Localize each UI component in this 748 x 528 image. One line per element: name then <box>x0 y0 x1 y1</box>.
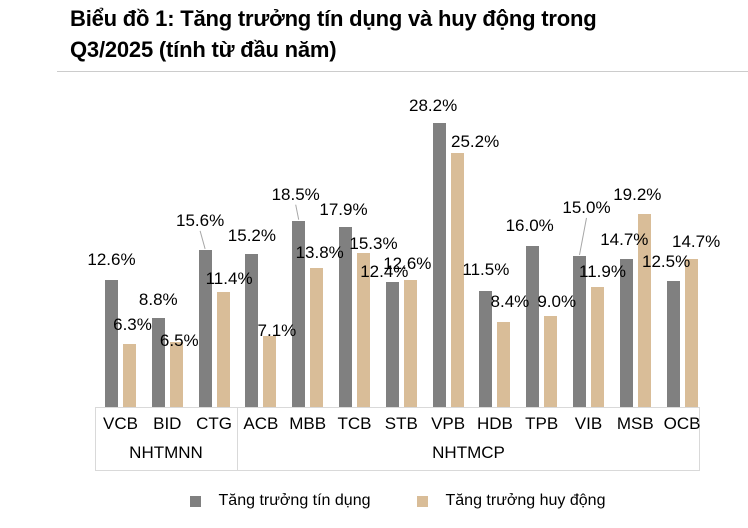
value-label-deposit-ocb: 14.7% <box>671 231 721 251</box>
bar-deposit-vib <box>591 287 604 407</box>
value-label-credit-ocb: 12.5% <box>641 252 691 272</box>
x-axis-group-label-nhtmnn: NHTMNN <box>129 443 203 462</box>
x-axis-category-label-tcb: TCB <box>337 414 372 433</box>
bar-deposit-vpb <box>450 153 464 407</box>
x-axis-category-label-mbb: MBB <box>289 414 327 433</box>
legend-label-credit: Tăng trưởng tín dụng <box>218 492 371 509</box>
value-label-deposit-vib: 11.9% <box>579 262 626 282</box>
value-label-credit-vib: 15.0% <box>562 197 611 217</box>
bar-deposit-ctg <box>216 292 230 407</box>
bar-credit-bid <box>151 318 165 407</box>
legend-label-deposit: Tăng trưởng huy động <box>445 492 606 509</box>
bar-credit-vcb <box>105 280 118 407</box>
chart-title: Biểu đồ 1: Tăng trưởng tín dụng và huy đ… <box>70 3 730 65</box>
value-label-deposit-tpb: 9.0% <box>537 292 577 312</box>
bar-credit-stb <box>385 282 399 407</box>
value-label-deposit-mbb: 13.8% <box>295 243 344 263</box>
value-label-credit-tcb: 17.9% <box>319 199 368 219</box>
bar-credit-tpb <box>526 245 540 407</box>
value-label-deposit-acb: 7.1% <box>257 320 297 340</box>
value-label-credit-msb: 14.7% <box>600 229 649 249</box>
bar-credit-mbb <box>292 220 306 407</box>
bar-deposit-hdb <box>497 322 511 407</box>
bar-credit-msb <box>619 258 633 407</box>
leader-line <box>579 217 587 256</box>
bar-deposit-acb <box>263 335 277 407</box>
bar-credit-ctg <box>198 249 212 407</box>
chart-title-line1: Biểu đồ 1: Tăng trưởng tín dụng và huy đ… <box>70 6 597 31</box>
x-axis-category-label-hdb: HDB <box>476 414 513 433</box>
bar-credit-vib <box>573 255 586 407</box>
x-axis-category-label-stb: STB <box>384 414 418 433</box>
x-axis-group-divider <box>237 407 238 471</box>
bar-deposit-vcb <box>123 343 136 407</box>
x-axis-group-label-nhtmcp: NHTMCP <box>432 443 505 462</box>
legend-item-credit: Tăng trưởng tín dụng <box>189 492 371 510</box>
x-axis-category-label-vcb: VCB <box>103 414 138 433</box>
leader-line <box>199 230 206 250</box>
value-label-credit-ctg: 15.6% <box>175 210 225 230</box>
bar-deposit-msb <box>637 213 651 407</box>
bar-deposit-ocb <box>684 258 698 407</box>
bar-credit-hdb <box>479 291 493 407</box>
value-label-deposit-stb: 12.6% <box>383 254 432 274</box>
value-label-credit-acb: 15.2% <box>227 225 276 245</box>
x-axis-category-label-acb: ACB <box>243 414 279 433</box>
value-label-deposit-bid: 6.5% <box>159 330 199 350</box>
deposit-series-swatch <box>416 495 428 507</box>
bar-deposit-stb <box>403 280 417 407</box>
bar-credit-tcb <box>339 226 352 407</box>
value-label-deposit-vpb: 25.2% <box>450 132 500 152</box>
value-label-credit-hdb: 11.5% <box>462 260 510 280</box>
value-label-deposit-hdb: 8.4% <box>490 292 530 312</box>
value-label-credit-tpb: 16.0% <box>505 215 554 235</box>
bar-credit-acb <box>245 253 259 407</box>
bar-credit-vpb <box>432 123 446 407</box>
bar-deposit-mbb <box>310 268 324 407</box>
value-label-credit-mbb: 18.5% <box>271 184 320 204</box>
value-label-deposit-tcb: 15.3% <box>349 233 398 253</box>
value-label-credit-vcb: 12.6% <box>87 250 136 270</box>
leader-line <box>295 204 300 220</box>
x-axis-category-label-tpb: TPB <box>525 414 559 433</box>
value-label-credit-stb: 12.4% <box>360 262 409 282</box>
bar-deposit-tcb <box>357 252 370 407</box>
value-label-credit-bid: 8.8% <box>138 290 178 310</box>
value-label-deposit-ctg: 11.4% <box>205 269 253 289</box>
x-axis-category-label-ctg: CTG <box>196 414 233 433</box>
legend: Tăng trưởng tín dụng Tăng trưởng huy độn… <box>95 492 700 510</box>
x-axis-box <box>95 407 700 471</box>
legend-item-deposit: Tăng trưởng huy động <box>416 492 606 510</box>
title-divider <box>57 71 748 72</box>
bar-credit-ocb <box>666 281 680 407</box>
bar-deposit-tpb <box>544 316 558 407</box>
chart-title-line2: Q3/2025 (tính từ đầu năm) <box>70 37 337 62</box>
x-axis-category-label-vib: VIB <box>574 414 603 433</box>
x-axis-category-label-msb: MSB <box>616 414 654 433</box>
value-label-deposit-vcb: 6.3% <box>113 314 152 334</box>
x-axis-category-label-vpb: VPB <box>431 414 466 433</box>
credit-series-swatch <box>189 495 201 507</box>
value-label-credit-vpb: 28.2% <box>408 96 458 116</box>
value-label-deposit-msb: 19.2% <box>613 184 662 204</box>
bar-deposit-bid <box>169 341 183 407</box>
x-axis-category-label-bid: BID <box>153 414 182 433</box>
x-axis-category-label-ocb: OCB <box>663 414 701 433</box>
